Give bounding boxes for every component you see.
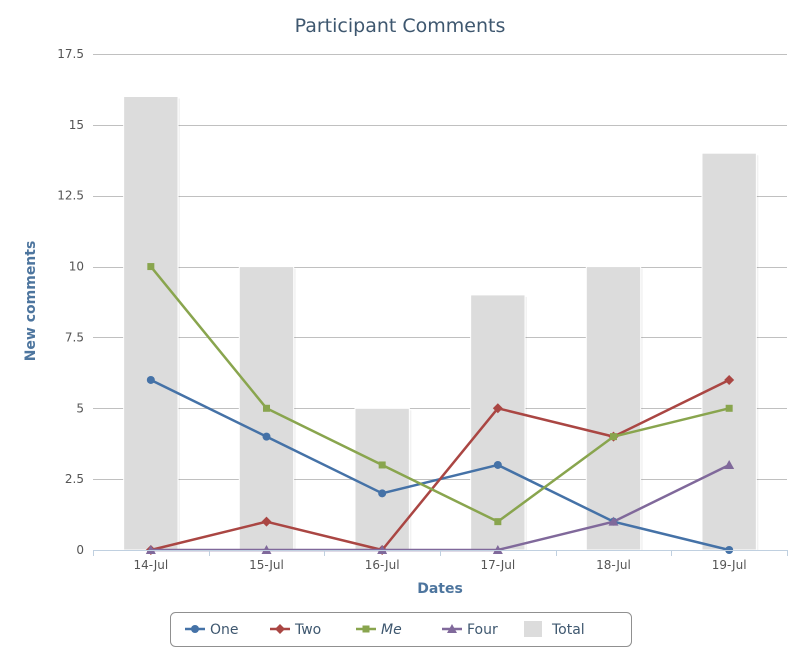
y-tick-label: 7.5 bbox=[65, 330, 84, 344]
data-point-two bbox=[492, 403, 503, 414]
data-point-two bbox=[724, 374, 735, 385]
axes: 0 2.5 5 7.5 10 12.5 15 17.5 14-Jul 15-Jul 16-Jul 17… bbox=[57, 47, 788, 572]
bar-series-total bbox=[123, 96, 759, 551]
legend-label: Me bbox=[381, 622, 402, 638]
data-point-me bbox=[494, 518, 502, 526]
data-point-four bbox=[145, 545, 156, 554]
legend-item-four: Four bbox=[442, 622, 498, 638]
y-axis-title: New comments bbox=[23, 241, 39, 362]
y-tick-label: 5 bbox=[76, 401, 84, 415]
x-tick-label: 14-Jul bbox=[133, 558, 168, 572]
legend-marker bbox=[275, 624, 285, 634]
x-tick-label: 15-Jul bbox=[249, 558, 284, 572]
line-series-me bbox=[147, 263, 733, 526]
y-tick-label: 15 bbox=[69, 118, 84, 132]
legend-label: Two bbox=[294, 622, 321, 638]
x-tick-label: 16-Jul bbox=[365, 558, 400, 572]
grid-lines bbox=[93, 54, 787, 480]
legend-item-two: Two bbox=[270, 622, 321, 638]
x-tick-label: 17-Jul bbox=[480, 558, 515, 572]
bar-total bbox=[585, 266, 642, 551]
data-point-me bbox=[725, 404, 733, 412]
data-point-me bbox=[610, 433, 617, 441]
data-point-one bbox=[378, 489, 387, 498]
legend-box bbox=[170, 612, 632, 647]
bar-total bbox=[123, 96, 179, 551]
bar-total bbox=[701, 152, 757, 551]
legend-label: Four bbox=[467, 622, 498, 638]
legend-marker bbox=[362, 625, 370, 633]
data-point-four bbox=[377, 545, 388, 554]
legend-item-me: Me bbox=[356, 622, 402, 638]
data-point-one bbox=[146, 375, 155, 384]
x-tick-label: 19-Jul bbox=[712, 558, 747, 572]
legend-item-total: Total bbox=[524, 621, 585, 638]
y-tick-label: 0 bbox=[76, 543, 84, 557]
data-point-four bbox=[608, 516, 619, 526]
data-point-four bbox=[492, 545, 503, 554]
data-point-me bbox=[263, 404, 270, 412]
data-point-four bbox=[724, 459, 735, 469]
line-series-one bbox=[146, 375, 734, 554]
legend-marker bbox=[191, 625, 199, 633]
legend-label: Total bbox=[551, 622, 585, 638]
data-point-one bbox=[493, 460, 502, 469]
legend: One Two Me Four Total bbox=[170, 612, 632, 647]
line-series-two bbox=[145, 374, 735, 555]
y-tick-label: 17.5 bbox=[57, 47, 84, 61]
data-point-me bbox=[147, 263, 155, 271]
chart-title: Participant Comments bbox=[295, 15, 506, 37]
line-series-group bbox=[145, 263, 735, 555]
data-point-two bbox=[261, 516, 272, 527]
y-tick-label: 12.5 bbox=[57, 189, 84, 203]
series-line-me bbox=[149, 265, 730, 523]
legend-item-one: One bbox=[185, 622, 239, 638]
y-tick-label: 2.5 bbox=[65, 472, 84, 486]
data-point-four bbox=[261, 545, 272, 554]
legend-swatch bbox=[524, 621, 542, 637]
x-axis-title: Dates bbox=[417, 581, 463, 597]
data-point-one bbox=[262, 432, 271, 441]
bar-total bbox=[354, 407, 410, 551]
line-series-four bbox=[145, 459, 735, 554]
x-tick-label: 18-Jul bbox=[596, 558, 631, 572]
legend-marker bbox=[447, 624, 457, 633]
data-point-me bbox=[378, 461, 386, 469]
y-tick-label: 10 bbox=[69, 260, 84, 274]
series-line-two bbox=[150, 378, 730, 552]
legend-label: One bbox=[210, 622, 239, 638]
